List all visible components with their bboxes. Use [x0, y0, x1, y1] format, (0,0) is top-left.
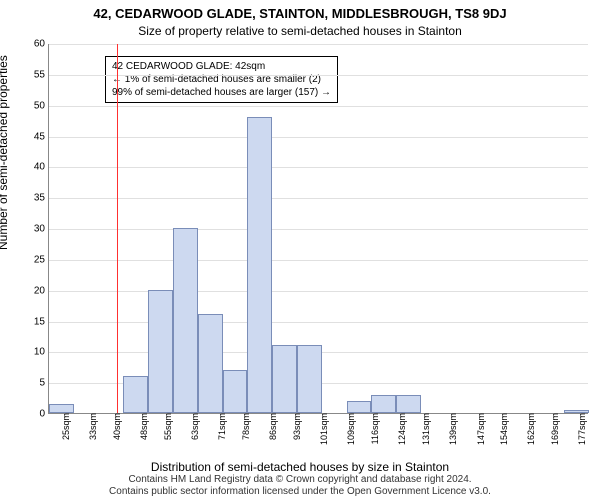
histogram-bar: [198, 314, 223, 413]
histogram-bar: [272, 345, 297, 413]
x-tick-label: 139sqm: [446, 413, 458, 445]
histogram-bar: [123, 376, 148, 413]
histogram-bar: [247, 117, 272, 413]
y-tick-label: 20: [34, 285, 49, 296]
histogram-bar: [173, 228, 198, 413]
gridline: [49, 137, 588, 138]
x-tick-label: 93sqm: [290, 413, 302, 440]
histogram-bar: [347, 401, 372, 413]
y-tick-label: 10: [34, 347, 49, 358]
gridline: [49, 44, 588, 45]
x-tick-label: 78sqm: [239, 413, 251, 440]
annotation-line-1: 42 CEDARWOOD GLADE: 42sqm: [112, 60, 331, 73]
y-axis-label: Number of semi-detached properties: [0, 55, 10, 250]
chart-title: 42, CEDARWOOD GLADE, STAINTON, MIDDLESBR…: [0, 6, 600, 21]
x-tick-label: 55sqm: [161, 413, 173, 440]
footer-text: Contains HM Land Registry data © Crown c…: [0, 474, 600, 498]
gridline: [49, 167, 588, 168]
chart-container: 42, CEDARWOOD GLADE, STAINTON, MIDDLESBR…: [0, 0, 600, 500]
gridline: [49, 260, 588, 261]
plot-area: 42 CEDARWOOD GLADE: 42sqm ← 1% of semi-d…: [48, 44, 588, 414]
x-tick-label: 25sqm: [59, 413, 71, 440]
x-tick-label: 154sqm: [497, 413, 509, 445]
histogram-bar: [396, 395, 421, 414]
x-tick-label: 86sqm: [266, 413, 278, 440]
y-tick-label: 60: [34, 39, 49, 50]
x-tick-label: 116sqm: [368, 413, 380, 444]
gridline: [49, 229, 588, 230]
x-tick-label: 109sqm: [344, 413, 356, 445]
x-tick-label: 124sqm: [395, 413, 407, 445]
y-tick-label: 30: [34, 224, 49, 235]
reference-line: [117, 44, 118, 413]
footer-line-1: Contains HM Land Registry data © Crown c…: [0, 474, 600, 486]
histogram-bar: [297, 345, 322, 413]
x-tick-label: 169sqm: [548, 413, 560, 445]
x-tick-label: 48sqm: [137, 413, 149, 440]
x-tick-label: 147sqm: [474, 413, 486, 445]
x-tick-label: 40sqm: [110, 413, 122, 440]
histogram-bar: [223, 370, 248, 413]
x-tick-label: 177sqm: [575, 413, 587, 445]
footer-line-2: Contains public sector information licen…: [0, 486, 600, 498]
x-tick-label: 162sqm: [524, 413, 536, 445]
y-tick-label: 45: [34, 131, 49, 142]
histogram-bar: [49, 404, 74, 413]
gridline: [49, 291, 588, 292]
x-tick-label: 33sqm: [86, 413, 98, 440]
x-tick-label: 71sqm: [215, 413, 227, 440]
x-tick-label: 63sqm: [188, 413, 200, 440]
y-tick-label: 5: [39, 378, 49, 389]
chart-subtitle: Size of property relative to semi-detach…: [0, 24, 600, 38]
y-tick-label: 0: [39, 409, 49, 420]
y-tick-label: 25: [34, 254, 49, 265]
y-tick-label: 50: [34, 100, 49, 111]
annotation-box: 42 CEDARWOOD GLADE: 42sqm ← 1% of semi-d…: [105, 56, 338, 103]
gridline: [49, 198, 588, 199]
x-tick-label: 131sqm: [419, 413, 431, 445]
x-tick-label: 101sqm: [317, 413, 329, 445]
y-tick-label: 40: [34, 162, 49, 173]
x-axis-label: Distribution of semi-detached houses by …: [0, 460, 600, 474]
gridline: [49, 322, 588, 323]
gridline: [49, 75, 588, 76]
gridline: [49, 106, 588, 107]
histogram-bar: [371, 395, 396, 414]
annotation-line-3: 99% of semi-detached houses are larger (…: [112, 86, 331, 99]
y-tick-label: 35: [34, 193, 49, 204]
histogram-bar: [148, 290, 173, 413]
y-tick-label: 15: [34, 316, 49, 327]
y-tick-label: 55: [34, 69, 49, 80]
